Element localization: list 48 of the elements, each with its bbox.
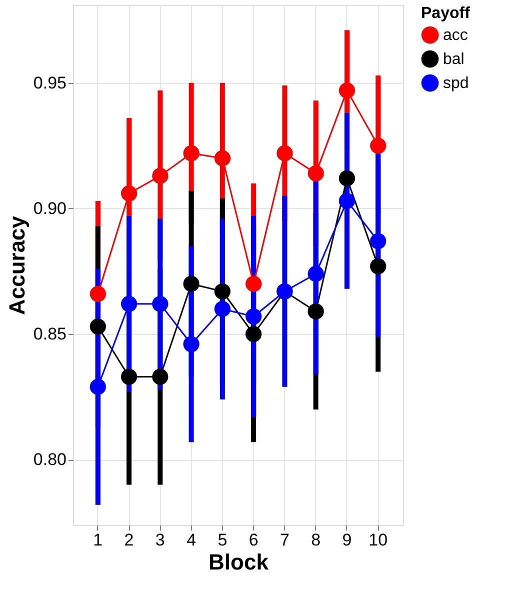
point [338, 170, 356, 186]
point [183, 336, 200, 352]
legend-title: Payoff [421, 5, 471, 22]
point [120, 185, 138, 202]
point [120, 296, 138, 312]
point [90, 286, 106, 302]
point [370, 138, 386, 154]
point [338, 82, 356, 98]
point [183, 145, 200, 162]
x-tick-label: 10 [368, 530, 388, 550]
y-axis-title: Accuracy [4, 215, 30, 316]
point [246, 308, 262, 325]
point [308, 266, 324, 282]
point [214, 150, 230, 166]
point [152, 296, 168, 312]
point [90, 318, 106, 335]
point [246, 276, 262, 292]
point [183, 276, 200, 292]
y-tick-label: 0.80 [33, 450, 66, 470]
legend-label: spd [443, 75, 469, 92]
point [308, 303, 324, 320]
legend-label: bal [443, 51, 464, 68]
x-tick-label: 2 [124, 530, 134, 550]
point [276, 145, 293, 162]
point [338, 192, 356, 209]
x-tick-label: 5 [218, 530, 228, 550]
legend-label: acc [443, 27, 468, 44]
point [214, 300, 230, 318]
point [370, 233, 386, 250]
point [370, 258, 386, 274]
y-tick-label: 0.90 [33, 198, 66, 218]
y-tick-label: 0.95 [33, 73, 66, 92]
x-tick-label: 7 [280, 530, 290, 550]
point [120, 368, 138, 385]
x-tick-label: 8 [311, 530, 321, 550]
y-tick-label: 0.85 [33, 324, 66, 344]
point [246, 326, 262, 342]
x-tick-label: 1 [93, 530, 103, 550]
x-tick-label: 3 [155, 530, 165, 550]
point [90, 378, 106, 395]
x-tick-label: 9 [342, 530, 352, 550]
x-tick-label: 4 [186, 530, 196, 550]
point [308, 165, 324, 182]
point [214, 283, 230, 300]
x-axis-title: Block [208, 550, 270, 574]
point [152, 368, 168, 385]
x-tick-label: 6 [248, 530, 258, 550]
point [152, 168, 168, 184]
